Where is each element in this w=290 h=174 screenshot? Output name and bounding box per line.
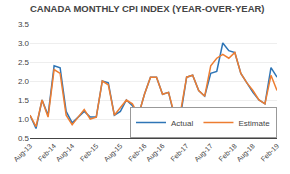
svg-text:Feb-15: Feb-15 [79,142,100,163]
svg-text:Feb-14: Feb-14 [37,142,58,163]
svg-text:Aug-17: Aug-17 [193,142,215,164]
svg-text:2.5: 2.5 [18,58,30,67]
svg-text:Aug-15: Aug-15 [103,142,125,164]
svg-text:Actual: Actual [171,119,193,128]
svg-text:3.0: 3.0 [18,39,30,48]
svg-text:Feb-19: Feb-19 [260,142,281,163]
svg-text:0.5: 0.5 [18,134,30,143]
svg-text:Aug-16: Aug-16 [145,142,167,164]
svg-text:3.5: 3.5 [18,20,30,29]
svg-text:CANADA MONTHLY CPI INDEX (YEAR: CANADA MONTHLY CPI INDEX (YEAR-OVER-YEAR… [30,3,265,14]
svg-text:1.0: 1.0 [18,115,30,124]
svg-text:Feb-18: Feb-18 [217,142,238,163]
svg-text:Feb-16: Feb-16 [127,142,148,163]
svg-text:Aug-18: Aug-18 [235,142,257,164]
svg-text:Aug-14: Aug-14 [54,142,76,164]
svg-text:Feb-17: Feb-17 [169,142,190,163]
svg-text:2.0: 2.0 [18,77,30,86]
svg-text:1.5: 1.5 [18,96,30,105]
svg-text:Aug-13: Aug-13 [12,142,34,164]
svg-text:Estimate: Estimate [238,119,270,128]
